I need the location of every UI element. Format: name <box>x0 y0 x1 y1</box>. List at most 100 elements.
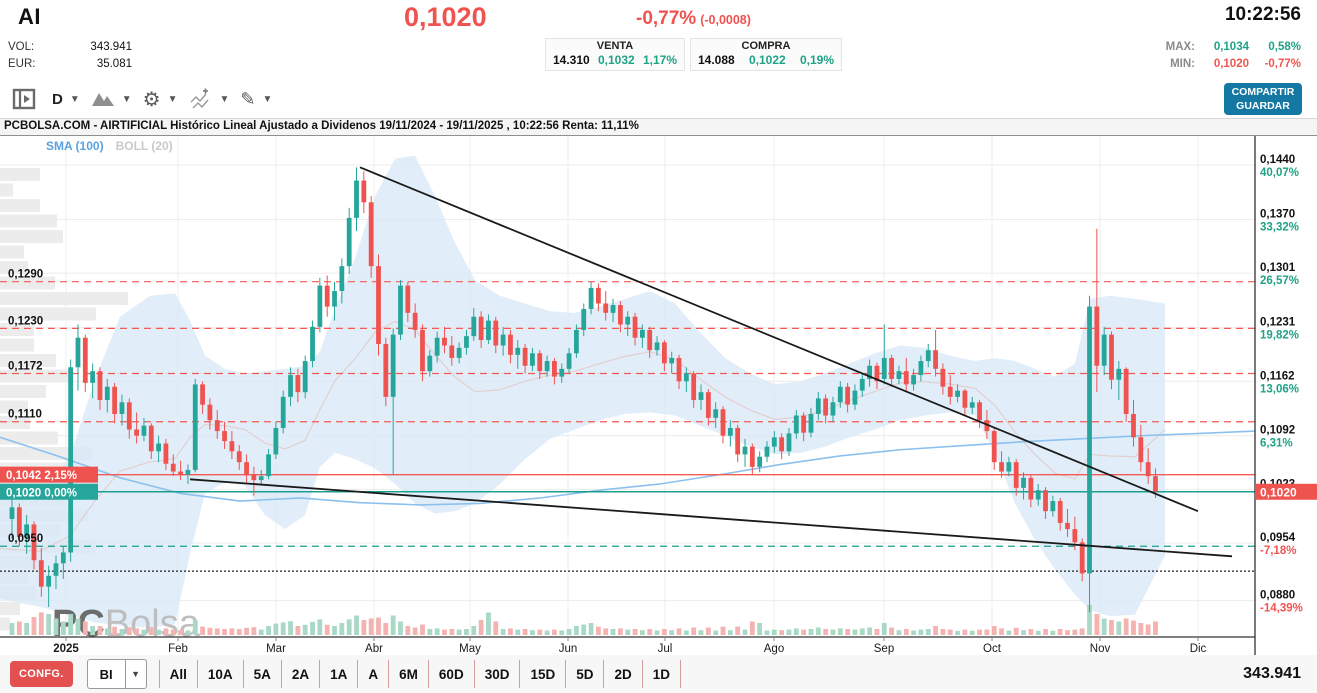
range-button-5d[interactable]: 5D <box>565 660 603 688</box>
svg-text:0,1092: 0,1092 <box>1260 425 1295 437</box>
svg-text:13,06%: 13,06% <box>1260 383 1299 395</box>
settings-gear-icon[interactable]: ⚙ <box>142 88 161 111</box>
svg-text:Nov: Nov <box>1090 643 1111 655</box>
clock: 10:22:56 <box>1224 4 1301 25</box>
svg-text:Oct: Oct <box>983 643 1002 655</box>
chart-style-icon[interactable] <box>91 89 115 109</box>
min-pct: -0,77% <box>1264 58 1301 70</box>
eur-label: EUR: <box>8 58 36 70</box>
svg-text:Ago: Ago <box>764 643 784 655</box>
range-button-10a[interactable]: 10A <box>196 660 243 688</box>
svg-text:19,82%: 19,82% <box>1260 330 1299 342</box>
range-button-6m[interactable]: 6M <box>388 660 428 688</box>
svg-text:26,57%: 26,57% <box>1260 275 1299 287</box>
timeframe-caret-icon[interactable]: ▼ <box>69 93 80 105</box>
add-indicator-icon[interactable] <box>189 88 213 110</box>
price-alert-tag: 0,1020 0,00% <box>0 483 98 500</box>
sma-line <box>0 430 1255 506</box>
svg-text:-14,39%: -14,39% <box>1260 603 1303 615</box>
svg-text:0,0950: 0,0950 <box>8 533 43 545</box>
range-button-2d[interactable]: 2D <box>603 660 641 688</box>
series-type-caret-icon[interactable]: ▼ <box>124 660 146 688</box>
svg-text:0,0880: 0,0880 <box>1260 590 1295 602</box>
vol-value: 343.941 <box>90 41 132 53</box>
compra-title: COMPRA <box>741 40 791 52</box>
compra-pct: 0,19% <box>799 53 834 67</box>
venta-title: VENTA <box>596 40 634 52</box>
svg-text:May: May <box>459 643 481 655</box>
range-button-2a[interactable]: 2A <box>280 660 319 688</box>
min-label: MIN: <box>1170 58 1195 70</box>
max-label: MAX: <box>1165 41 1195 53</box>
svg-text:0,1290: 0,1290 <box>8 269 43 281</box>
series-type-select[interactable]: BI ▼ <box>86 659 147 689</box>
svg-text:0,1231: 0,1231 <box>1260 317 1296 329</box>
range-button-all[interactable]: All <box>158 660 197 688</box>
svg-text:-7,18%: -7,18% <box>1260 545 1296 557</box>
svg-text:0,1042 2,15%: 0,1042 2,15% <box>6 470 77 482</box>
max-min-block: MAX: 0,1034 0,58% MIN: 0,1020 -0,77% <box>1166 39 1301 73</box>
svg-text:Mar: Mar <box>266 643 286 655</box>
add-indicator-caret-icon[interactable]: ▼ <box>219 93 230 105</box>
header: AI VOL: 343.941 EUR: 35.081 0,1020 -0,77… <box>0 0 1317 80</box>
series-type-value: BI <box>99 666 113 682</box>
compra-size: 14.088 <box>698 53 735 67</box>
bottom-toolbar: CONFG. BI ▼ All 10A 5A 2A 1A A 6M 60D 30D 15D 5D 2D… <box>0 655 1317 693</box>
range-button-15d[interactable]: 15D <box>519 660 565 688</box>
venta-box: VENTA 14.310 0,1032 1,17% <box>545 38 685 71</box>
svg-text:6,31%: 6,31% <box>1260 438 1293 450</box>
vol-label: VOL: <box>8 41 35 53</box>
volume-eur-block: VOL: 343.941 EUR: 35.081 <box>8 39 132 73</box>
drawing-tools-caret-icon[interactable]: ▼ <box>262 93 273 105</box>
svg-text:0,1162: 0,1162 <box>1260 370 1295 382</box>
range-button-1a[interactable]: 1A <box>319 660 357 688</box>
svg-text:0,1301: 0,1301 <box>1260 262 1296 274</box>
compra-box: COMPRA 14.088 0,1022 0,19% <box>690 38 842 71</box>
range-button-30d[interactable]: 30D <box>473 660 520 688</box>
svg-text:Abr: Abr <box>365 643 383 655</box>
max-pct: 0,58% <box>1268 41 1301 53</box>
indicator-legend: SMA (100) BOLL (20) <box>46 139 185 153</box>
svg-text:2025: 2025 <box>53 643 79 655</box>
candlestick-chart-svg[interactable]: PCBolsa0,12900,12300,11720,11100,09500,1… <box>0 136 1317 655</box>
drawing-tools-icon[interactable]: ✎ <box>240 88 256 109</box>
svg-text:Jun: Jun <box>559 643 578 655</box>
current-price-tag: 0,1020 <box>1255 483 1317 500</box>
change: -0,77% (-0,0008) <box>636 8 751 30</box>
volume-bars <box>9 605 1158 635</box>
share-label: COMPARTIR <box>1231 86 1295 98</box>
trendline-2 <box>189 478 1233 558</box>
svg-text:0,1020 0,00%: 0,1020 0,00% <box>6 487 77 499</box>
timeframe-button[interactable]: D <box>52 90 63 108</box>
last-price: 0,1020 <box>404 2 487 32</box>
session-volume: 343.941 <box>1243 665 1301 682</box>
svg-text:0,1440: 0,1440 <box>1260 154 1295 166</box>
x-axis-labels: 2025 Feb Mar Abr May Jun Jul Ago Sep Oct Nov Dic <box>53 637 1207 655</box>
range-button-a[interactable]: A <box>357 660 388 688</box>
svg-text:40,07%: 40,07% <box>1260 167 1299 179</box>
chart-toolbar: D ▼ ▼ ⚙ ▼ ▼ ✎ ▼ COMPARTIR GUARDAR <box>0 80 1317 118</box>
left-price-labels: 0,1290 0,1230 0,1172 0,1110 0,0950 <box>8 269 43 546</box>
svg-text:0,1020: 0,1020 <box>1260 485 1297 499</box>
legend-sma[interactable]: SMA (100) <box>46 139 104 153</box>
confg-button[interactable]: CONFG. <box>10 661 73 687</box>
max-price: 0,1034 <box>1213 41 1249 53</box>
range-button-1d[interactable]: 1D <box>641 660 682 688</box>
range-button-60d[interactable]: 60D <box>427 660 474 688</box>
eur-value: 35.081 <box>96 58 132 70</box>
svg-text:0,1230: 0,1230 <box>8 315 43 327</box>
candles-layer <box>9 167 1158 613</box>
chart-style-caret-icon[interactable]: ▼ <box>121 93 132 105</box>
share-save-button[interactable]: COMPARTIR GUARDAR <box>1224 83 1302 115</box>
settings-caret-icon[interactable]: ▼ <box>167 93 178 105</box>
range-button-5a[interactable]: 5A <box>242 660 281 688</box>
save-label: GUARDAR <box>1236 100 1290 112</box>
panel-toggle-icon[interactable] <box>12 87 36 111</box>
venta-pct: 1,17% <box>642 53 677 67</box>
price-chart[interactable]: SMA (100)BOLL (20) PCBolsa0,12900,12300,… <box>0 136 1317 655</box>
legend-boll[interactable]: BOLL (20) <box>115 139 173 153</box>
change-percent: -0,77% <box>636 8 697 29</box>
chart-title-bar: PCBOLSA.COM - AIRTIFICIAL Histórico Line… <box>0 118 1317 136</box>
